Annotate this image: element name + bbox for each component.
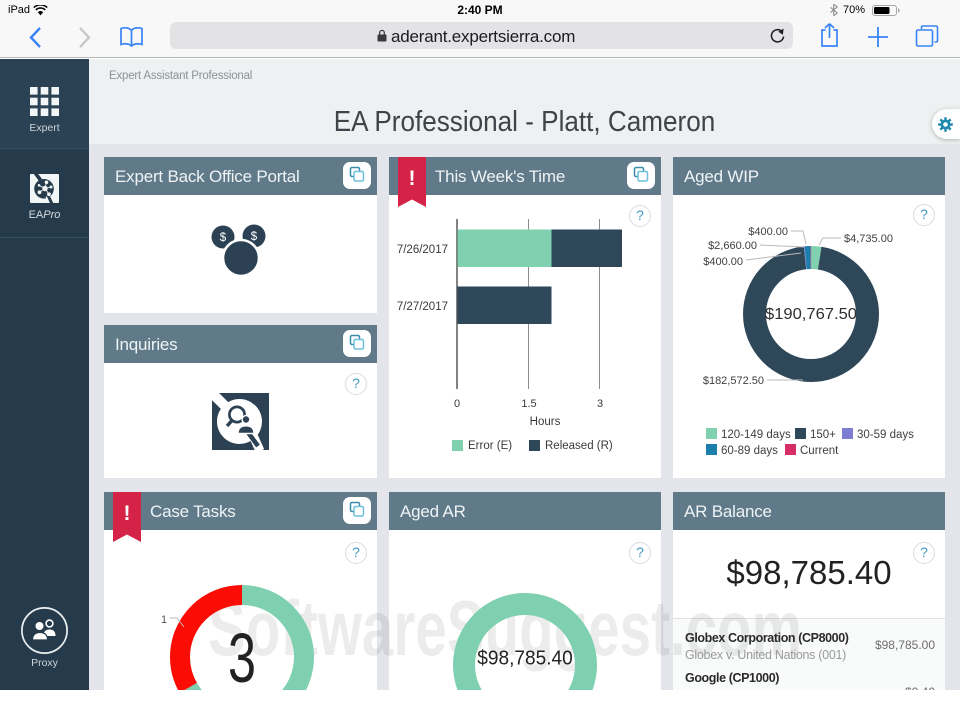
svg-text:0: 0 <box>454 398 460 410</box>
svg-text:$190,767.50: $190,767.50 <box>765 306 857 323</box>
svg-text:$98,785.40: $98,785.40 <box>477 648 573 670</box>
svg-text:Hours: Hours <box>530 416 561 428</box>
svg-text:7/27/2017: 7/27/2017 <box>397 301 448 313</box>
svg-text:3: 3 <box>228 619 256 690</box>
svg-text:1: 1 <box>161 614 167 626</box>
svg-text:1.5: 1.5 <box>521 398 536 410</box>
svg-text:3: 3 <box>597 398 603 410</box>
svg-text:$: $ <box>220 232 227 244</box>
svg-text:60-89 days: 60-89 days <box>721 445 778 457</box>
svg-text:$182,572.50: $182,572.50 <box>703 375 764 387</box>
svg-text:120-149 days: 120-149 days <box>721 429 791 441</box>
svg-text:$400.00: $400.00 <box>748 226 788 238</box>
svg-text:Error (E): Error (E) <box>468 440 512 452</box>
svg-text:$2,660.00: $2,660.00 <box>708 240 757 252</box>
svg-text:Current: Current <box>800 445 839 457</box>
svg-text:7/26/2017: 7/26/2017 <box>397 244 448 256</box>
svg-text:30-59 days: 30-59 days <box>857 429 914 441</box>
svg-text:$400.00: $400.00 <box>703 256 743 268</box>
svg-text:$4,735.00: $4,735.00 <box>844 233 893 245</box>
svg-text:$: $ <box>251 231 258 243</box>
svg-text:Released (R): Released (R) <box>545 440 613 452</box>
svg-text:150+: 150+ <box>810 429 836 441</box>
